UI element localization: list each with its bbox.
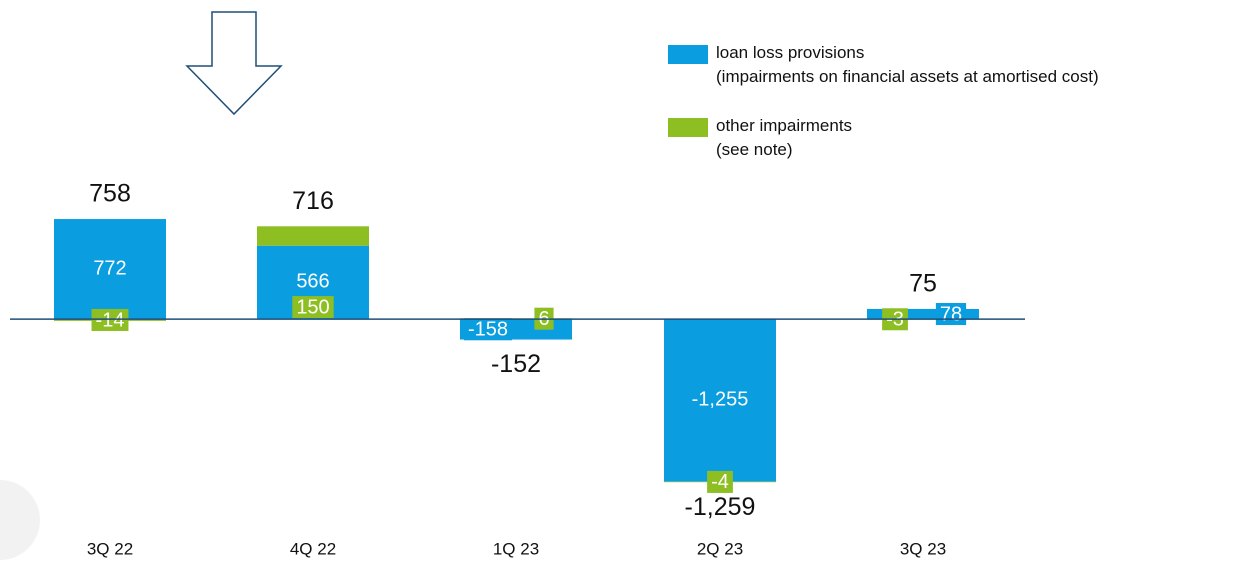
legend-label: other impairments (see note) (716, 116, 853, 159)
label-box (292, 296, 334, 319)
total-label: -1,259 (685, 493, 756, 521)
x-tick-label: 3Q 22 (87, 539, 133, 558)
x-tick-label: 2Q 23 (697, 539, 743, 558)
legend-swatch (668, 118, 708, 137)
segment-label: 772 (93, 257, 126, 279)
bar-segment (54, 219, 166, 320)
segment-label: -4 (711, 471, 729, 493)
bar-segment (664, 319, 776, 482)
total-label: 716 (292, 187, 334, 215)
arrow (185, 11, 283, 116)
segment-label: -14 (96, 309, 125, 331)
x-tick-label: 4Q 22 (290, 539, 336, 558)
label-box (707, 470, 733, 493)
x-tick-label: 3Q 23 (900, 539, 946, 558)
total-label: -152 (491, 350, 541, 378)
total-label: 758 (89, 180, 131, 208)
label-box (463, 318, 513, 341)
segment-label: 566 (296, 271, 329, 293)
segment-label: 78 (940, 303, 962, 325)
bar-segment (867, 308, 979, 320)
legend-label: loan loss provisions (impairments on fin… (716, 43, 1099, 86)
segment-label: -158 (468, 319, 508, 341)
legend-swatch (668, 45, 708, 64)
bar-segment (257, 226, 369, 246)
segment-label: -1,255 (692, 389, 749, 411)
segment-label: 150 (296, 296, 329, 318)
x-tick-label: 1Q 23 (493, 539, 539, 558)
decoration (0, 480, 40, 560)
label-box (91, 308, 129, 331)
total-label: 75 (909, 270, 937, 298)
